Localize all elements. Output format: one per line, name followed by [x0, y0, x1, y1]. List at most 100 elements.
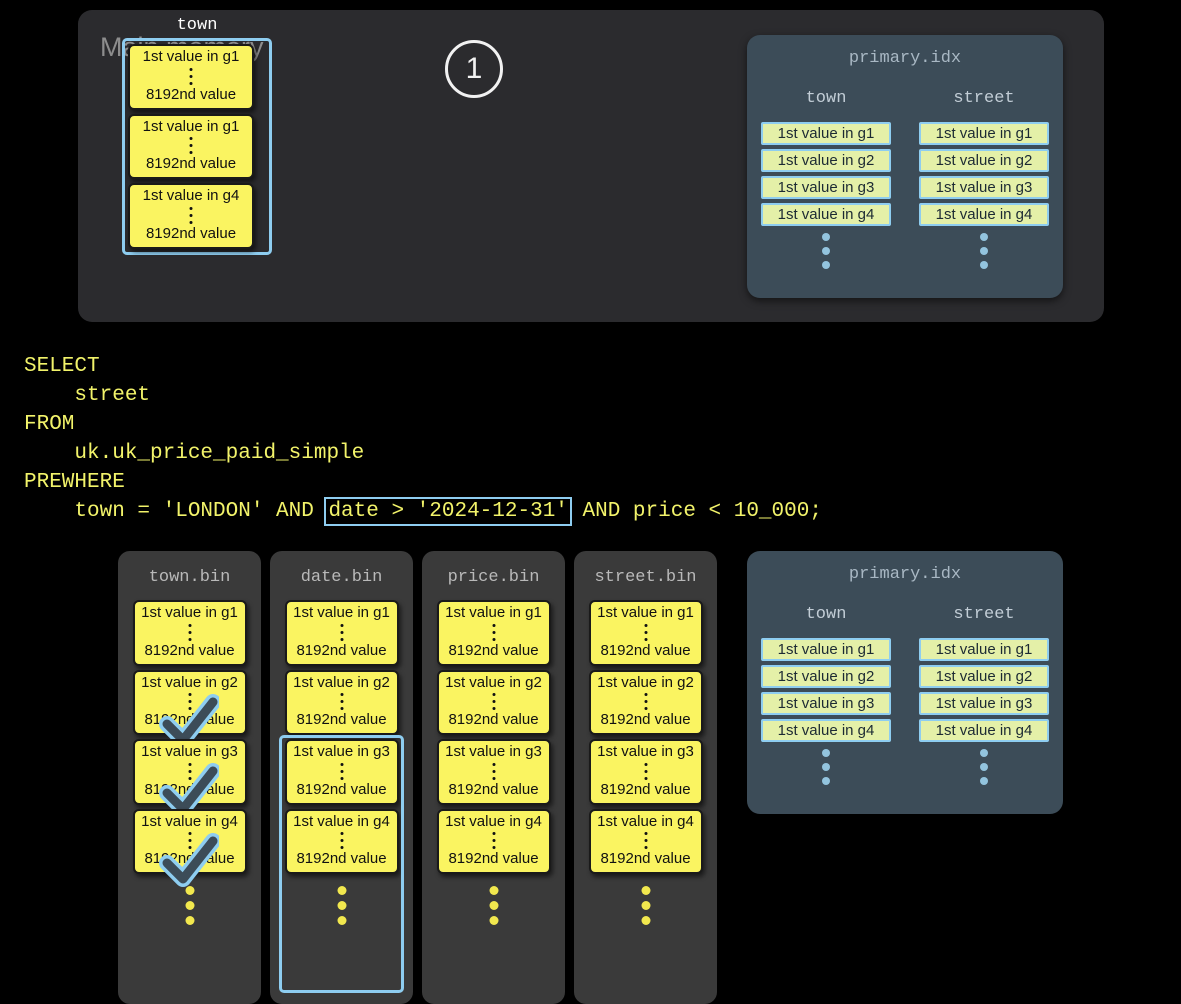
- index-entry: 1st value in g4: [761, 203, 891, 226]
- value-block-last: 8192nd value: [600, 641, 691, 659]
- value-block-last: 8192nd value: [600, 711, 691, 729]
- value-block-last: 8192nd value: [144, 850, 235, 868]
- sql-line-prewhere: PREWHERE: [24, 471, 125, 494]
- sql-line-select-list: street: [24, 384, 151, 407]
- main-memory-column-highlight: 1st value in g1 8192nd value 1st value i…: [122, 38, 272, 255]
- column-file-town: town.bin 1st value in g1 8192nd value 1s…: [118, 551, 261, 1004]
- value-block-first: 1st value in g2: [141, 673, 238, 691]
- index-entry: 1st value in g3: [761, 692, 891, 715]
- value-block: 1st value in g2 8192nd value: [284, 669, 399, 735]
- value-block-first: 1st value in g2: [597, 673, 694, 691]
- value-block: 1st value in g3 8192nd value: [132, 739, 247, 817]
- value-block-first: 1st value in g1: [141, 604, 238, 621]
- vertical-ellipsis-icon: [293, 621, 391, 643]
- value-block-first: 1st value in g1: [597, 604, 694, 621]
- index-entry: 1st value in g1: [919, 122, 1049, 145]
- value-block-first: 1st value in g3: [445, 743, 542, 760]
- sql-line-predicates-pre: town = 'LONDON' AND: [24, 500, 327, 523]
- index-entry: 1st value in g4: [919, 203, 1049, 226]
- primary-index-column-town: town 1st value in g1 1st value in g2 1st…: [761, 89, 891, 271]
- value-block: 1st value in g3 8192nd value: [436, 739, 551, 805]
- primary-index-column-street: street 1st value in g1 1st value in g2 1…: [919, 605, 1049, 787]
- value-block-last: 8192nd value: [448, 780, 539, 798]
- index-entry: 1st value in g2: [919, 149, 1049, 172]
- index-entry: 1st value in g1: [761, 122, 891, 145]
- value-block-first: 1st value in g4: [597, 812, 694, 830]
- vertical-ellipsis-icon: [141, 760, 239, 782]
- value-block: 1st value in g2 8192nd value: [132, 669, 247, 748]
- column-file-blocks: 1st value in g1 8192nd value 1st value i…: [270, 600, 413, 993]
- value-block-first: 1st value in g1: [142, 117, 240, 135]
- vertical-ellipsis-icon: [597, 760, 695, 782]
- column-file-price: price.bin 1st value in g1 8192nd value 1…: [422, 551, 565, 1004]
- value-block-first: 1st value in g3: [293, 743, 390, 760]
- vertical-ellipsis-icon: [293, 760, 391, 782]
- vertical-ellipsis-icon: [919, 231, 1049, 271]
- value-block-last: 8192nd value: [145, 85, 237, 103]
- primary-index-panel-top: primary.idx town 1st value in g1 1st val…: [747, 35, 1063, 298]
- value-block-last: 8192nd value: [296, 711, 387, 729]
- value-block-last: 8192nd value: [296, 850, 387, 868]
- vertical-ellipsis-icon: [136, 65, 246, 87]
- vertical-ellipsis-icon: [293, 690, 391, 712]
- column-file-blocks: 1st value in g1 8192nd value 1st value i…: [422, 600, 565, 930]
- index-entry: 1st value in g1: [919, 638, 1049, 661]
- value-block-last: 8192nd value: [144, 641, 235, 659]
- primary-index-column-street: street 1st value in g1 1st value in g2 1…: [919, 89, 1049, 271]
- vertical-ellipsis-icon: [141, 829, 239, 851]
- value-block-first: 1st value in g4: [141, 812, 238, 830]
- column-file-blocks: 1st value in g1 8192nd value 1st value i…: [118, 600, 261, 930]
- index-entry: 1st value in g3: [761, 176, 891, 199]
- value-block-first: 1st value in g2: [293, 673, 390, 691]
- index-entry: 1st value in g4: [919, 719, 1049, 742]
- main-memory-column-town: town 1st value in g1 8192nd value 1st va…: [122, 16, 272, 255]
- value-block: 1st value in g1 8192nd value: [132, 600, 247, 666]
- value-block-first: 1st value in g1: [293, 604, 390, 621]
- primary-index-title: primary.idx: [848, 565, 962, 584]
- value-block-last: 8192nd value: [600, 850, 691, 868]
- value-block-first: 1st value in g4: [293, 812, 390, 830]
- value-block: 1st value in g2 8192nd value: [436, 669, 551, 735]
- column-file-blocks: 1st value in g1 8192nd value 1st value i…: [574, 600, 717, 930]
- value-block: 1st value in g1 8192nd value: [128, 44, 254, 110]
- vertical-ellipsis-icon: [293, 829, 391, 851]
- value-block-first: 1st value in g2: [445, 673, 542, 691]
- value-block: 1st value in g1 8192nd value: [436, 600, 551, 666]
- value-block-first: 1st value in g3: [597, 743, 694, 760]
- main-memory-panel: Main memory town 1st value in g1 8192nd …: [78, 10, 1104, 322]
- index-entry: 1st value in g3: [919, 176, 1049, 199]
- primary-index-title: primary.idx: [848, 49, 962, 68]
- sql-line-select: SELECT: [24, 355, 100, 378]
- value-block-last: 8192nd value: [448, 850, 539, 868]
- value-block-first: 1st value in g1: [142, 48, 240, 65]
- value-block-last: 8192nd value: [448, 711, 539, 729]
- value-block-last: 8192nd value: [145, 224, 237, 242]
- vertical-ellipsis-icon: [445, 760, 543, 782]
- value-block-last: 8192nd value: [144, 780, 235, 798]
- vertical-ellipsis-icon: [445, 690, 543, 712]
- value-block: 1st value in g3 8192nd value: [284, 739, 399, 805]
- index-entry: 1st value in g4: [761, 719, 891, 742]
- value-block-last: 8192nd value: [296, 780, 387, 798]
- vertical-ellipsis-icon: [136, 134, 246, 156]
- vertical-ellipsis-icon: [919, 747, 1049, 787]
- value-block: 1st value in g4 8192nd value: [128, 183, 254, 249]
- value-block: 1st value in g4 8192nd value: [588, 808, 703, 874]
- value-block-first: 1st value in g4: [142, 187, 240, 204]
- vertical-ellipsis-icon: [141, 690, 239, 712]
- index-entry: 1st value in g2: [761, 665, 891, 688]
- value-block: 1st value in g1 8192nd value: [128, 113, 254, 179]
- value-block-last: 8192nd value: [296, 641, 387, 659]
- vertical-ellipsis-icon: [597, 829, 695, 851]
- value-block: 1st value in g2 8192nd value: [588, 669, 703, 735]
- primary-index-column-header: town: [805, 605, 847, 624]
- sql-line-predicates-post: AND price < 10_000;: [569, 500, 822, 523]
- value-block-last: 8192nd value: [144, 711, 235, 729]
- value-block: 1st value in g4 8192nd value: [284, 808, 399, 874]
- vertical-ellipsis-icon: [445, 829, 543, 851]
- sql-line-from: FROM: [24, 413, 75, 436]
- step-badge-1: 1: [445, 40, 503, 98]
- value-block-first: 1st value in g1: [445, 604, 542, 621]
- vertical-ellipsis-icon: [761, 747, 891, 787]
